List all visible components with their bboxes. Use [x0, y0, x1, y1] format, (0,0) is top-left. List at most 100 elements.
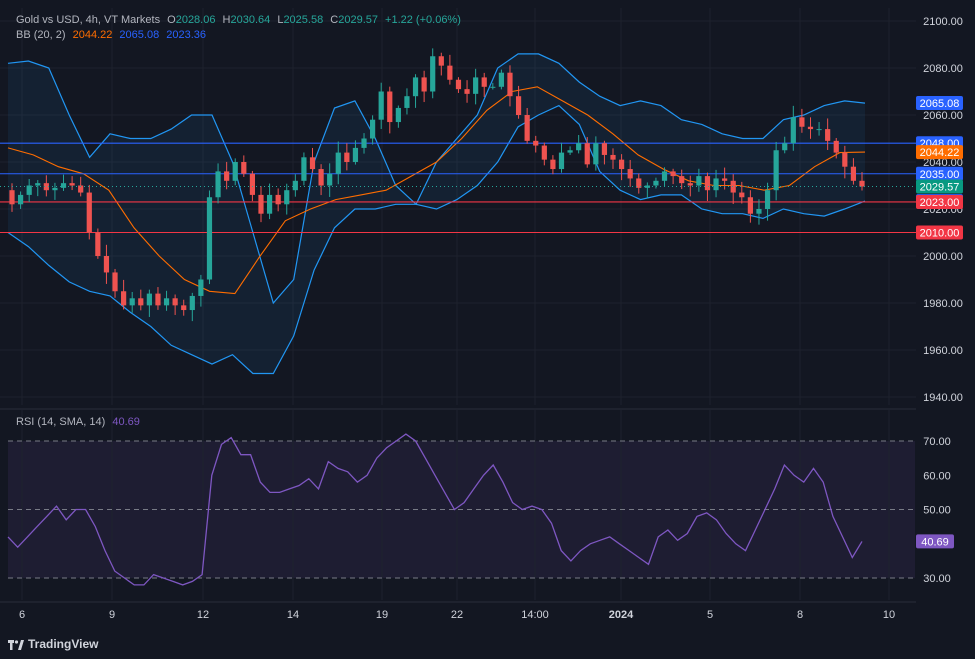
bb-label[interactable]: BB (20, 2) [16, 29, 66, 41]
candle [601, 140, 608, 165]
candle-body [773, 150, 779, 191]
candle [473, 68, 479, 105]
candle-body [404, 96, 410, 108]
rsi-legend-value: 40.69 [112, 416, 140, 428]
candle-body [782, 143, 788, 151]
price-axis-label: 1980.00 [923, 298, 963, 310]
candle [722, 167, 728, 190]
candle [121, 279, 127, 310]
candle-body [576, 143, 582, 151]
candle [584, 137, 590, 168]
candle-body [825, 129, 831, 141]
rsi-axis-label: 30.00 [923, 573, 951, 585]
candle [618, 154, 625, 181]
candle-body [52, 187, 58, 191]
candle [661, 167, 668, 187]
candle-body [498, 72, 504, 87]
candle [335, 141, 341, 185]
ohlc-low: L2025.58 [277, 14, 324, 26]
candle [292, 174, 298, 197]
candle-body [593, 143, 599, 165]
candle-body [370, 119, 376, 139]
bb-lower-value: 2023.36 [166, 29, 207, 41]
candle-body [541, 145, 547, 160]
symbol-title[interactable]: Gold vs USD, 4h, VT Markets [16, 14, 161, 26]
price-badge-bg [916, 225, 963, 240]
candle-body [799, 117, 805, 127]
candle [515, 85, 522, 119]
candle [241, 155, 247, 177]
candle-body [756, 209, 762, 214]
candle [558, 142, 565, 173]
candle [550, 155, 556, 175]
candle [378, 82, 384, 129]
candle-body [215, 171, 221, 198]
rsi-badge-bg [916, 534, 954, 549]
candle [455, 77, 462, 93]
candle-body [859, 180, 865, 187]
time-axis-label-6: 6 [19, 609, 25, 621]
candle-body [206, 197, 213, 280]
price-axis-label: 2000.00 [923, 251, 963, 263]
time-axis-label-2024: 2024 [609, 609, 634, 621]
candle-body [146, 293, 152, 306]
candle [344, 143, 350, 171]
candle-body [266, 194, 273, 214]
candle-body [352, 147, 359, 162]
tradingview-logo[interactable]: TradingView [8, 637, 98, 651]
candle-body [455, 79, 462, 90]
candle-body [172, 298, 178, 306]
candle-body [138, 298, 144, 306]
ohlc-open: O2028.06 [167, 14, 216, 26]
candle-body [430, 56, 436, 92]
candle-body [490, 86, 496, 88]
candle [318, 164, 324, 196]
candle-body [567, 150, 573, 153]
candle [507, 65, 513, 107]
bb-upper-value: 2065.08 [119, 29, 160, 41]
price-axis-label: 2080.00 [923, 63, 963, 75]
candle-body [301, 157, 307, 181]
candle-body [361, 138, 367, 148]
candle-body [275, 194, 281, 205]
price-badge-2044.22: 2044.22 [916, 145, 963, 160]
candle-body [696, 176, 702, 186]
candle [610, 148, 616, 169]
candle-body [121, 291, 127, 306]
candle [764, 182, 771, 221]
candle [146, 289, 152, 317]
candle-body [601, 143, 608, 155]
price-badge-text: 2023.00 [920, 197, 960, 209]
candle-body [464, 89, 470, 94]
candle-body [232, 162, 238, 181]
candle [730, 174, 736, 204]
price-axis-label: 1940.00 [923, 392, 963, 404]
candle [833, 138, 839, 159]
candle [816, 122, 822, 136]
candle [301, 152, 307, 186]
candle-body [249, 173, 256, 195]
candle-body [447, 65, 453, 80]
price-axis-label: 2060.00 [923, 110, 963, 122]
price-badge-bg [916, 179, 963, 194]
candle [86, 184, 92, 240]
candle-body [258, 194, 264, 214]
candle-body [309, 157, 316, 170]
candle [447, 54, 453, 85]
candle-body [284, 190, 290, 205]
candle-body [60, 183, 67, 188]
candle [9, 183, 15, 212]
candle [52, 182, 58, 200]
candle-body [473, 77, 479, 94]
candle [627, 159, 633, 187]
candle-body [35, 183, 41, 186]
candle [43, 175, 49, 197]
candle [756, 199, 762, 225]
candle-body [618, 159, 625, 170]
rsi-label[interactable]: RSI (14, SMA, 14) [16, 416, 106, 428]
main-legend: Gold vs USD, 4h, VT Markets O2028.06 H20… [16, 14, 465, 26]
candle-body [524, 115, 530, 141]
candle [387, 86, 393, 134]
price-badge-2065.08: 2065.08 [916, 96, 963, 111]
